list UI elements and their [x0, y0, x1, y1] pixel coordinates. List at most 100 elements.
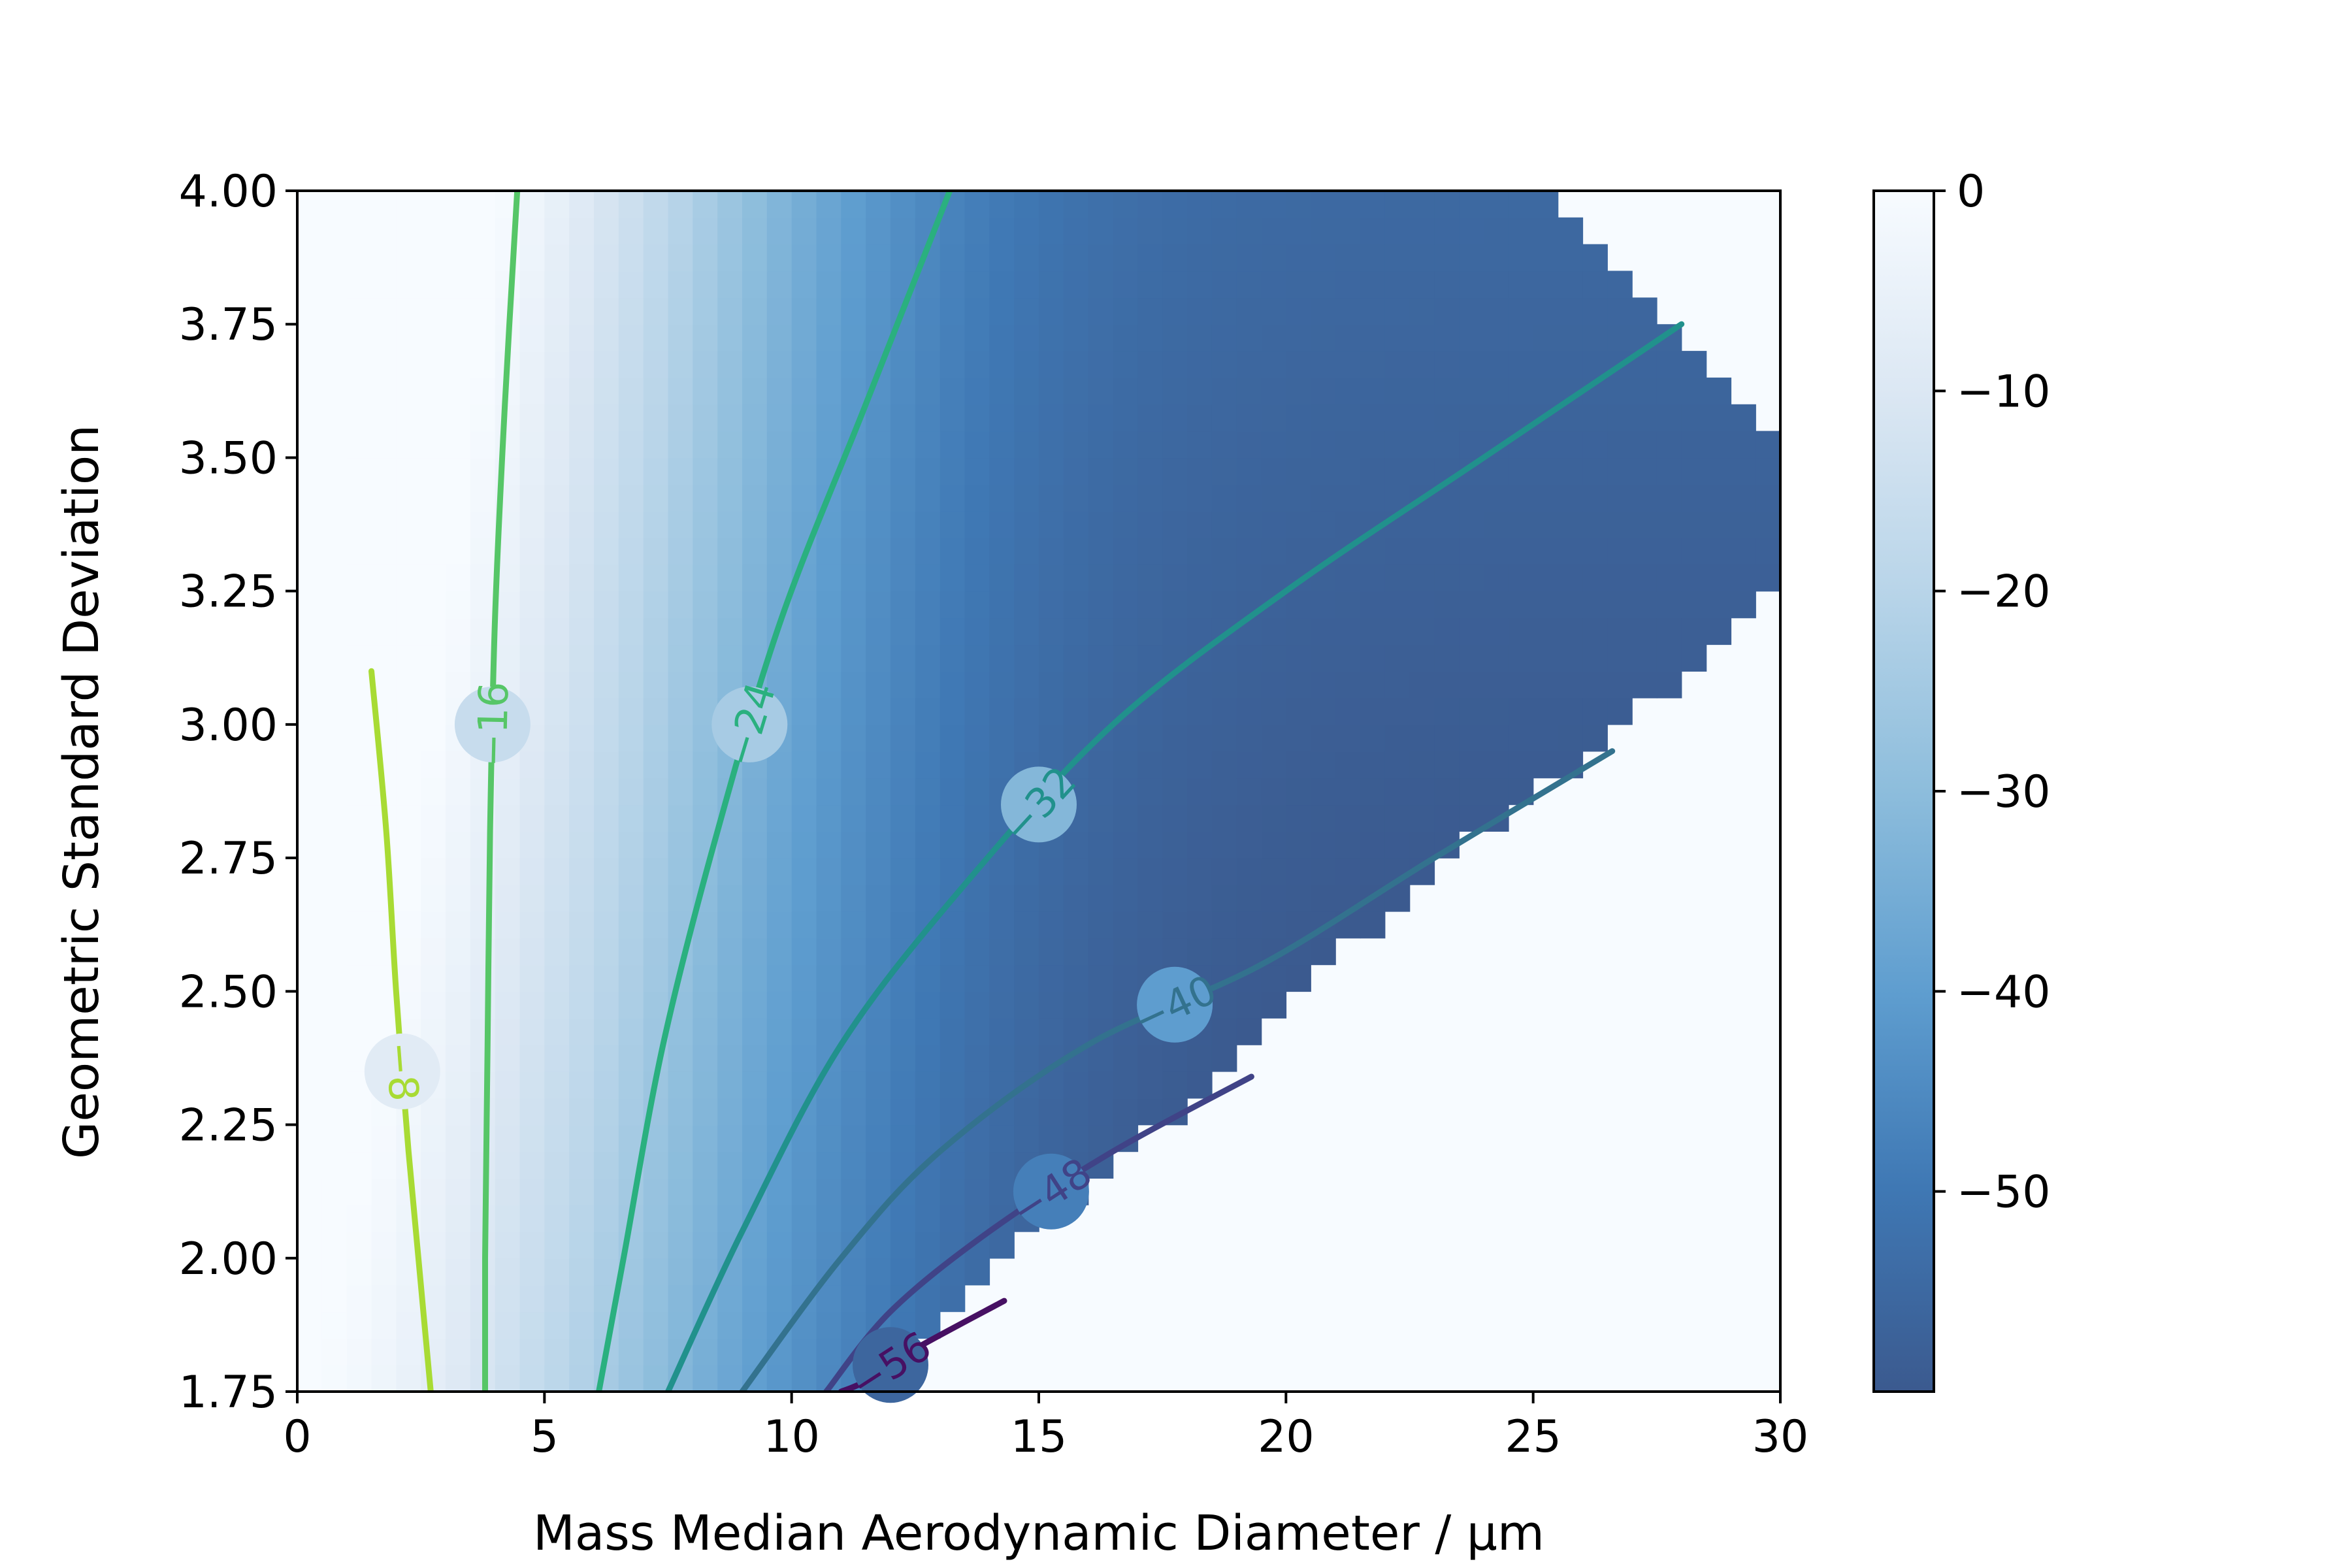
heatmap-cell: [866, 777, 891, 806]
heatmap-cell: [766, 938, 792, 966]
heatmap-cell: [1335, 484, 1361, 512]
heatmap-cell: [693, 191, 718, 218]
heatmap-cell: [1409, 511, 1435, 538]
heatmap-cell: [717, 484, 743, 512]
heatmap-cell: [939, 1071, 966, 1099]
heatmap-cell: [643, 724, 669, 752]
heatmap-cell: [1261, 324, 1287, 351]
heatmap-cell: [742, 804, 768, 832]
heatmap-cell: [791, 457, 817, 485]
heatmap-cell: [693, 1045, 718, 1072]
heatmap-cell: [1360, 698, 1386, 725]
heatmap-cell: [1335, 751, 1361, 779]
heatmap-cell: [1088, 831, 1114, 858]
heatmap-cell: [1162, 885, 1188, 912]
heatmap-cell: [594, 591, 619, 619]
heatmap-cell: [1088, 698, 1114, 725]
heatmap-cell: [989, 938, 1015, 966]
heatmap-cell: [1187, 191, 1213, 218]
heatmap-cell: [1533, 511, 1559, 538]
heatmap-cell: [446, 244, 471, 272]
heatmap-cell: [346, 804, 372, 832]
heatmap-cell: [569, 484, 595, 512]
heatmap-cell: [1484, 270, 1509, 299]
heatmap-cell: [693, 1071, 718, 1099]
heatmap-cell: [693, 1124, 718, 1152]
heatmap-cell: [1014, 270, 1039, 299]
heatmap-cell: [470, 1018, 496, 1045]
heatmap-cell: [1063, 1098, 1089, 1126]
heatmap-cell: [569, 1098, 595, 1126]
heatmap-cell: [446, 1231, 471, 1259]
heatmap-cell: [766, 964, 792, 992]
heatmap-cell: [421, 1018, 446, 1045]
heatmap-cell: [866, 591, 891, 619]
heatmap-cell: [939, 484, 966, 512]
heatmap-cell: [1508, 617, 1534, 645]
heatmap-cell: [618, 591, 644, 619]
contour-label: −16: [468, 681, 517, 768]
heatmap-cell: [1039, 564, 1064, 592]
heatmap-cell: [1211, 431, 1237, 459]
heatmap-cell: [668, 404, 694, 432]
heatmap-cell: [544, 351, 570, 378]
heatmap-cell: [1014, 617, 1039, 645]
heatmap-cell: [446, 1018, 471, 1045]
heatmap-cell: [791, 1178, 817, 1205]
heatmap-cell: [1632, 591, 1658, 619]
heatmap-cell: [1063, 724, 1089, 752]
heatmap-cell: [371, 1338, 397, 1365]
heatmap-cell: [396, 351, 421, 378]
heatmap-cell: [890, 1098, 916, 1126]
heatmap-cell: [1113, 911, 1139, 939]
heatmap-cell: [1335, 671, 1361, 698]
heatmap-cell: [1335, 804, 1361, 832]
y-tick-label: 2.25: [179, 1100, 278, 1152]
heatmap-cell: [1484, 324, 1509, 351]
heatmap-cell: [816, 1124, 842, 1152]
heatmap-cell: [1607, 671, 1633, 698]
heatmap-cell: [495, 991, 521, 1019]
heatmap-cell: [668, 777, 694, 806]
heatmap-cell: [1014, 511, 1039, 538]
heatmap-cell: [618, 484, 644, 512]
heatmap-cell: [1014, 644, 1039, 672]
heatmap-cell: [594, 1124, 619, 1152]
heatmap-cell: [1335, 564, 1361, 592]
heatmap-cell: [989, 538, 1015, 565]
heatmap-cell: [1236, 457, 1262, 485]
heatmap-cell: [1681, 377, 1707, 405]
heatmap-cell: [1656, 617, 1682, 645]
heatmap-cell: [939, 698, 966, 725]
heatmap-cell: [544, 1098, 570, 1126]
heatmap-cell: [1632, 431, 1658, 459]
heatmap-cell: [1063, 511, 1089, 538]
heatmap-cell: [495, 431, 521, 459]
heatmap-cell: [495, 1231, 521, 1259]
heatmap-cell: [1236, 724, 1262, 752]
heatmap-cell: [421, 191, 446, 218]
heatmap-cell: [717, 1205, 743, 1232]
heatmap-cell: [766, 831, 792, 858]
heatmap-cell: [1558, 351, 1584, 378]
heatmap-cell: [1286, 911, 1311, 939]
heatmap-cell: [1187, 591, 1213, 619]
heatmap-cell: [618, 1124, 644, 1152]
heatmap-cell: [1211, 244, 1237, 272]
heatmap-cell: [866, 191, 891, 218]
heatmap-cell: [939, 1045, 966, 1072]
heatmap-cell: [470, 191, 496, 218]
heatmap-cell: [1731, 564, 1756, 592]
heatmap-cell: [421, 377, 446, 405]
heatmap-cell: [1162, 297, 1188, 325]
heatmap-cell: [446, 217, 471, 245]
heatmap-cell: [1187, 1071, 1213, 1099]
heatmap-cell: [1039, 457, 1064, 485]
heatmap-cell: [618, 911, 644, 939]
heatmap-cell: [890, 351, 916, 378]
heatmap-cell: [618, 991, 644, 1019]
heatmap-cell: [668, 591, 694, 619]
heatmap-cell: [1533, 351, 1559, 378]
contour-line: [823, 1073, 1254, 1392]
heatmap-cell: [1533, 591, 1559, 619]
